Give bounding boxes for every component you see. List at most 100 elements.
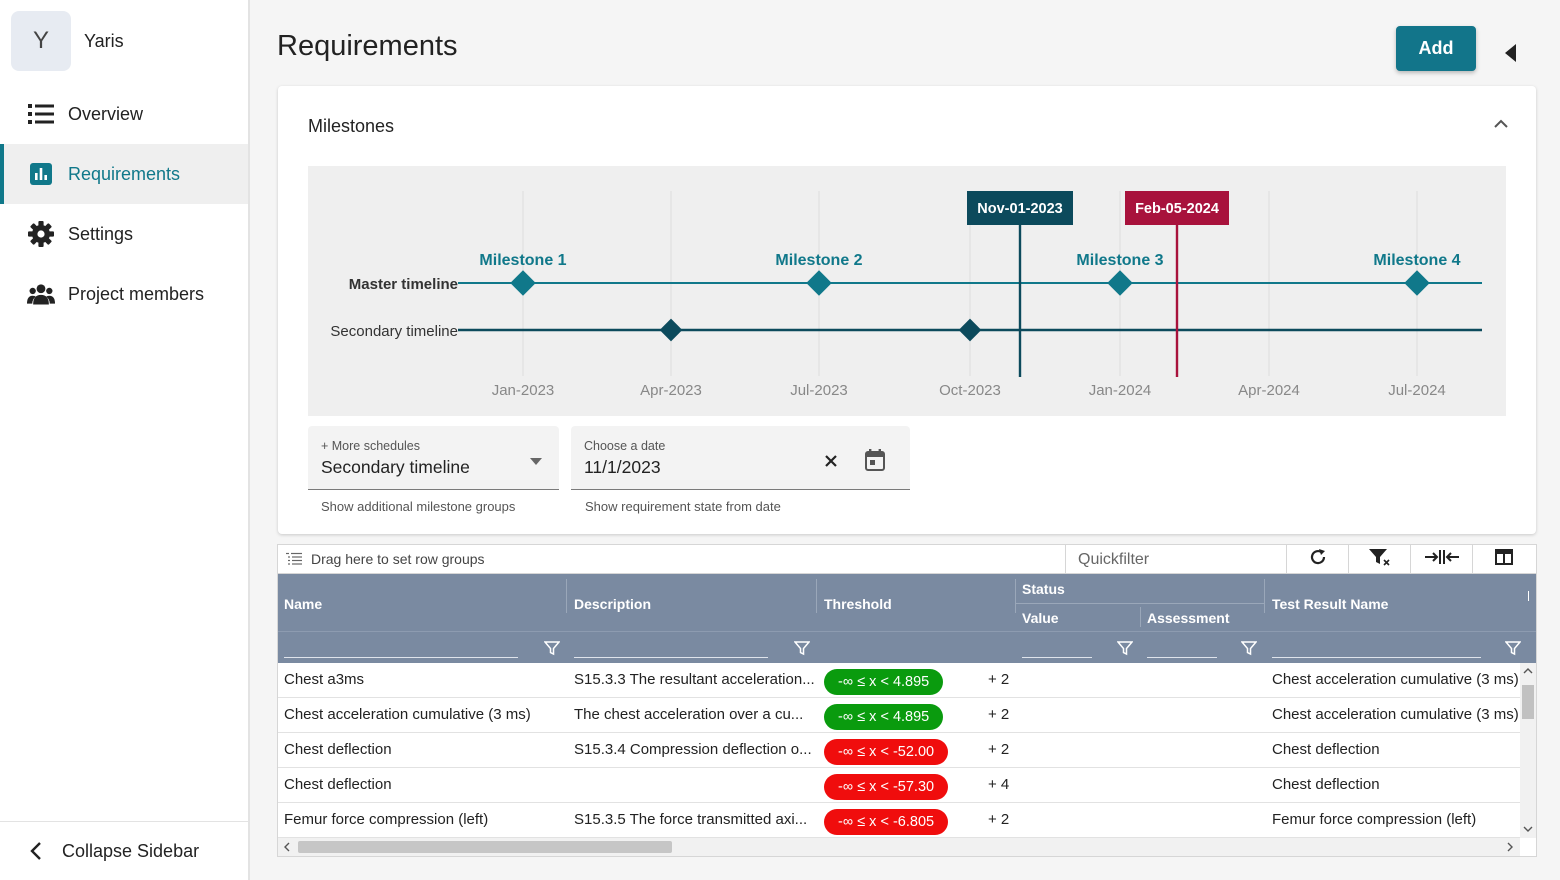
- refresh-button[interactable]: [1287, 545, 1349, 574]
- milestones-panel: Milestones Master timeline Secondary tim…: [278, 86, 1536, 534]
- autosize-columns-icon: [1424, 549, 1459, 570]
- secondary-milestone-diamond[interactable]: [659, 318, 683, 342]
- filter-icon[interactable]: [793, 640, 811, 656]
- cell-test-result: Femur force compression (left): [1272, 811, 1477, 828]
- column-separator[interactable]: [1015, 579, 1016, 613]
- sidebar-item-overview[interactable]: Overview: [0, 84, 248, 144]
- row-group-icon: [286, 552, 302, 566]
- more-schedules-helper: Show additional milestone groups: [321, 499, 516, 514]
- cell-test-result: Chest acceleration cumulative (3 ms): [1272, 706, 1519, 723]
- sidebar-nav: Overview Requirements: [0, 84, 248, 324]
- column-separator[interactable]: [816, 579, 817, 613]
- table-row[interactable]: Femur force compression (left) S15.3.5 T…: [278, 803, 1520, 838]
- milestone-label: Milestone 2: [775, 252, 862, 269]
- column-separator[interactable]: [1264, 579, 1265, 613]
- table-row[interactable]: Chest deflection S15.3.4 Compression def…: [278, 733, 1520, 768]
- test-result-filter-input[interactable]: [1272, 657, 1481, 658]
- clear-filters-button[interactable]: [1349, 545, 1411, 574]
- cell-test-result: Chest deflection: [1272, 741, 1380, 758]
- column-separator[interactable]: [566, 579, 567, 613]
- column-separator[interactable]: [1528, 591, 1529, 601]
- sidebar-item-label: Overview: [68, 103, 144, 124]
- threshold-badge: -∞ ≤ x < 4.895: [824, 669, 944, 695]
- more-schedules-value: Secondary timeline: [321, 457, 470, 477]
- milestone-diamond[interactable]: [1404, 270, 1430, 296]
- scroll-left-icon[interactable]: [283, 842, 291, 852]
- quickfilter-input[interactable]: Quickfilter: [1065, 545, 1287, 574]
- toggle-right-panel-icon[interactable]: [1503, 42, 1519, 64]
- table-row[interactable]: Chest a3ms S15.3.3 The resultant acceler…: [278, 663, 1520, 698]
- date-picker-field[interactable]: Choose a date 11/1/2023: [571, 426, 910, 490]
- filter-icon[interactable]: [1116, 640, 1134, 656]
- vertical-scrollbar[interactable]: [1520, 663, 1536, 838]
- milestones-title: Milestones: [308, 116, 395, 136]
- date-picker-value: 11/1/2023: [584, 457, 661, 477]
- column-header-name[interactable]: Name: [284, 596, 323, 612]
- threshold-badge: -∞ ≤ x < -6.805: [824, 809, 949, 835]
- column-header-value[interactable]: Value: [1022, 610, 1059, 626]
- filter-icon[interactable]: [1240, 640, 1258, 656]
- table-row[interactable]: Chest acceleration cumulative (3 ms) The…: [278, 698, 1520, 733]
- column-header-threshold[interactable]: Threshold: [824, 596, 892, 612]
- column-header-test-result-name[interactable]: Test Result Name: [1272, 596, 1389, 612]
- people-icon: [27, 280, 55, 308]
- threshold-extra[interactable]: + 2: [988, 811, 1010, 828]
- table-row[interactable]: Chest deflection -∞ ≤ x < -57.30 + 4 Che…: [278, 768, 1520, 803]
- secondary-milestone-diamond[interactable]: [958, 318, 982, 342]
- chevron-up-icon[interactable]: [1491, 114, 1511, 134]
- add-button[interactable]: Add: [1396, 26, 1476, 71]
- column-separator[interactable]: [1140, 607, 1141, 627]
- threshold-badge: -∞ ≤ x < 4.895: [824, 704, 944, 730]
- x-tick-label: Jan-2024: [1089, 382, 1152, 399]
- scroll-down-icon[interactable]: [1523, 825, 1533, 833]
- milestone-label: Milestone 4: [1373, 252, 1460, 269]
- x-tick-label: Jul-2023: [790, 382, 848, 399]
- date-picker-label: Choose a date: [584, 439, 666, 453]
- bar-chart-icon: [27, 160, 55, 188]
- calendar-icon[interactable]: [864, 448, 886, 477]
- x-tick-label: Apr-2023: [640, 382, 702, 399]
- today-marker-badge: [1125, 191, 1229, 225]
- name-filter-input[interactable]: [284, 657, 518, 658]
- description-filter-input[interactable]: [574, 657, 768, 658]
- sidebar-item-requirements[interactable]: Requirements: [0, 144, 248, 204]
- horizontal-scroll-thumb[interactable]: [298, 841, 672, 853]
- sidebar-item-settings[interactable]: Settings: [0, 204, 248, 264]
- collapse-sidebar-button[interactable]: Collapse Sidebar: [0, 821, 248, 880]
- column-header-description[interactable]: Description: [574, 596, 652, 612]
- autosize-columns-button[interactable]: [1411, 545, 1473, 574]
- clear-date-icon[interactable]: [824, 454, 838, 473]
- milestone-diamond[interactable]: [806, 270, 832, 296]
- column-panel-button[interactable]: [1473, 545, 1535, 574]
- more-schedules-label: + More schedules: [321, 439, 421, 453]
- scroll-right-icon[interactable]: [1506, 842, 1514, 852]
- horizontal-scrollbar[interactable]: [278, 838, 1520, 856]
- threshold-extra[interactable]: + 2: [988, 741, 1010, 758]
- project-selector[interactable]: Y Yaris: [11, 11, 124, 71]
- more-schedules-select[interactable]: + More schedules Secondary timeline: [308, 426, 559, 490]
- threshold-extra[interactable]: + 4: [988, 776, 1010, 793]
- milestone-diamond[interactable]: [1107, 270, 1133, 296]
- date-marker-badge: [967, 191, 1073, 225]
- cell-test-result: Chest acceleration cumulative (3 ms): [1272, 671, 1519, 688]
- milestone-label: Milestone 3: [1076, 252, 1163, 269]
- filter-icon[interactable]: [543, 640, 561, 656]
- timeline-svg: Master timeline Secondary timeline Miles…: [330, 191, 1482, 399]
- threshold-badge: -∞ ≤ x < -57.30: [824, 774, 949, 800]
- requirements-grid: Drag here to set row groups Quickfilter …: [277, 544, 1537, 857]
- threshold-extra[interactable]: + 2: [988, 671, 1010, 688]
- sidebar-item-label: Requirements: [68, 163, 181, 184]
- sidebar-item-project-members[interactable]: Project members: [0, 264, 248, 324]
- assessment-filter-input[interactable]: [1147, 657, 1217, 658]
- row-group-dropzone[interactable]: Drag here to set row groups: [286, 551, 485, 567]
- cell-name: Femur force compression (left): [284, 811, 489, 828]
- column-header-assessment[interactable]: Assessment: [1147, 610, 1230, 626]
- value-filter-input[interactable]: [1022, 657, 1092, 658]
- filter-icon[interactable]: [1504, 640, 1522, 656]
- milestone-diamond[interactable]: [510, 270, 536, 296]
- dropdown-arrow-icon: [530, 453, 542, 471]
- vertical-scroll-thumb[interactable]: [1522, 685, 1534, 719]
- cell-description: S15.3.5 The force transmitted axi...: [574, 811, 808, 828]
- scroll-up-icon[interactable]: [1523, 667, 1533, 675]
- threshold-extra[interactable]: + 2: [988, 706, 1010, 723]
